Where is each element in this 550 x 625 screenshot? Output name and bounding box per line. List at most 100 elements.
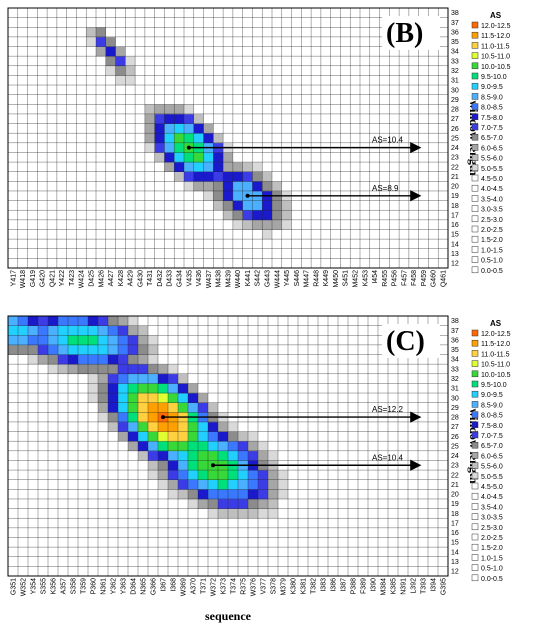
heatmap-cell xyxy=(8,200,19,211)
heatmap-cell xyxy=(76,85,87,95)
heatmap-cell xyxy=(184,94,195,105)
heatmap-cell xyxy=(108,479,119,490)
y-tick-label: 34 xyxy=(451,357,459,364)
legend-swatch xyxy=(471,62,479,70)
heatmap-cell xyxy=(248,489,259,500)
heatmap-cell xyxy=(338,527,349,538)
heatmap-cell xyxy=(38,402,49,413)
heatmap-cell xyxy=(128,460,139,471)
heatmap-cell xyxy=(408,239,419,250)
x-tick-label: T371 xyxy=(200,578,207,594)
heatmap-cell xyxy=(17,113,28,124)
x-tick-label: G434 xyxy=(177,270,184,287)
heatmap-cell xyxy=(281,56,292,67)
heatmap-cell xyxy=(318,354,329,365)
heatmap-cell xyxy=(223,65,234,76)
heatmap-cell xyxy=(328,537,339,548)
heatmap-cell xyxy=(213,27,224,38)
legend-entry-label: 10.0-10.5 xyxy=(481,64,511,71)
heatmap-cell xyxy=(428,210,439,221)
heatmap-cell xyxy=(68,479,79,490)
heatmap-cell xyxy=(408,56,419,67)
heatmap-cell xyxy=(144,8,155,18)
heatmap-cell xyxy=(118,498,129,509)
heatmap-cell xyxy=(223,17,234,28)
heatmap-cell xyxy=(438,85,449,95)
heatmap-cell xyxy=(248,537,259,548)
heatmap-cell xyxy=(358,373,369,384)
heatmap-cell xyxy=(438,200,449,211)
heatmap-cell xyxy=(368,537,379,548)
heatmap-cell xyxy=(96,171,107,182)
heatmap-cell xyxy=(98,335,109,346)
heatmap-cell xyxy=(428,431,439,442)
heatmap-cell xyxy=(340,123,351,134)
heatmap-cell xyxy=(368,383,379,394)
y-tick-label: 21 xyxy=(451,174,459,181)
heatmap-cell xyxy=(135,248,146,259)
heatmap-cell xyxy=(8,460,19,471)
heatmap-cell xyxy=(338,383,349,394)
heatmap-cell xyxy=(88,460,99,471)
heatmap-cell xyxy=(278,450,289,461)
heatmap-cell xyxy=(78,412,89,423)
heatmap-cell xyxy=(17,85,28,95)
heatmap-cell xyxy=(198,335,209,346)
heatmap-cell xyxy=(193,190,204,201)
heatmap-cell xyxy=(340,46,351,57)
heatmap-cell xyxy=(148,508,159,519)
heatmap-cell xyxy=(428,479,439,490)
heatmap-cell xyxy=(158,393,169,403)
heatmap-cell xyxy=(288,527,299,538)
heatmap-cell xyxy=(18,421,29,432)
heatmap-cell xyxy=(98,566,109,577)
heatmap-cell xyxy=(178,316,189,326)
heatmap-cell xyxy=(86,200,97,211)
heatmap-cell xyxy=(96,219,107,230)
heatmap-cell xyxy=(301,181,312,192)
heatmap-cell xyxy=(184,190,195,201)
heatmap-cell xyxy=(298,373,309,384)
y-tick-label: 35 xyxy=(451,347,459,354)
heatmap-cell xyxy=(408,470,419,480)
heatmap-cell xyxy=(184,210,195,221)
heatmap-cell xyxy=(144,152,155,163)
heatmap-cell xyxy=(262,229,273,240)
heatmap-cell xyxy=(418,527,429,538)
legend-swatch xyxy=(471,370,479,378)
heatmap-cell xyxy=(418,142,429,153)
heatmap-cell xyxy=(308,518,319,529)
heatmap-cell xyxy=(438,123,449,134)
heatmap-cell xyxy=(37,219,48,230)
heatmap-cell xyxy=(28,402,39,413)
heatmap-cell xyxy=(418,65,429,76)
heatmap-cell xyxy=(66,123,77,134)
heatmap-cell xyxy=(389,65,400,76)
heatmap-cell xyxy=(178,470,189,480)
legend-swatch xyxy=(471,462,479,469)
heatmap-cell xyxy=(438,431,449,442)
heatmap-cell xyxy=(68,527,79,538)
heatmap-cell xyxy=(268,556,279,567)
heatmap-cell xyxy=(350,56,361,67)
y-tick-label: 22 xyxy=(451,472,459,479)
heatmap-cell xyxy=(135,94,146,105)
heatmap-cell xyxy=(320,181,331,192)
heatmap-cell xyxy=(148,547,159,558)
heatmap-cell xyxy=(148,402,159,413)
heatmap-cell xyxy=(320,200,331,211)
y-tick-label: 19 xyxy=(451,193,459,200)
heatmap-cell xyxy=(248,566,259,577)
heatmap-cell xyxy=(318,335,329,346)
heatmap-cell xyxy=(348,373,359,384)
heatmap-cell xyxy=(48,479,59,490)
heatmap-cell xyxy=(174,190,185,201)
heatmap-cell xyxy=(66,181,77,192)
x-tick-label: G366 xyxy=(150,578,157,595)
heatmap-cell xyxy=(389,152,400,163)
heatmap-cell xyxy=(105,85,116,95)
heatmap-cell xyxy=(27,75,38,86)
heatmap-cell xyxy=(262,219,273,230)
heatmap-cell xyxy=(168,489,179,500)
heatmap-cell xyxy=(37,104,48,115)
